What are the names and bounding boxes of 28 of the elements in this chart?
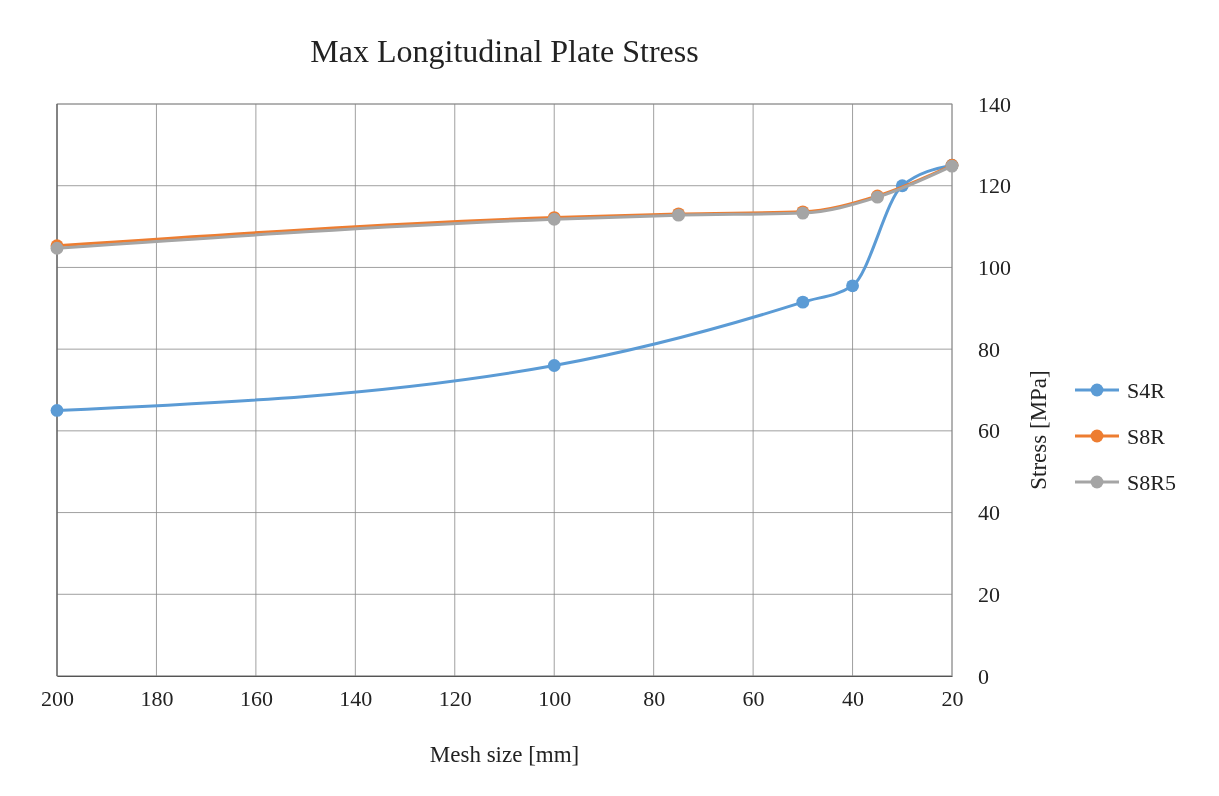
y-tick-label: 0 — [978, 663, 989, 689]
y-tick-label: 120 — [978, 173, 1011, 199]
y-tick-label: 20 — [978, 581, 1000, 607]
legend-label: S4R — [1127, 378, 1166, 403]
x-tick-label: 200 — [41, 685, 74, 711]
x-tick-label: 180 — [140, 685, 174, 711]
x-tick-label: 20 — [941, 685, 964, 711]
x-tick-label: 80 — [643, 685, 666, 711]
x-tick-label: 60 — [742, 685, 765, 711]
legend-label: S8R — [1127, 424, 1166, 449]
y-axis-title: Stress [MPa] — [1026, 370, 1051, 490]
x-axis-title: Mesh size [mm] — [429, 742, 580, 767]
point — [796, 295, 810, 309]
chart-title: Max Longitudinal Plate Stress — [310, 33, 699, 69]
x-tick-label: 120 — [438, 685, 472, 711]
x-tick-label: 140 — [339, 685, 373, 711]
x-tick-label: 160 — [239, 685, 273, 711]
x-tick-label: 100 — [538, 685, 572, 711]
y-tick-label: 60 — [978, 418, 1000, 444]
point — [547, 359, 561, 372]
point — [50, 404, 64, 417]
y-tick-label: 40 — [978, 500, 1000, 526]
y-tick-label: 80 — [978, 336, 1000, 362]
x-tick-label: 40 — [842, 685, 865, 711]
y-tick-label: 100 — [978, 254, 1011, 280]
y-tick-label: 140 — [978, 91, 1011, 117]
legend-label: S8R5 — [1127, 470, 1176, 495]
point — [846, 279, 859, 293]
